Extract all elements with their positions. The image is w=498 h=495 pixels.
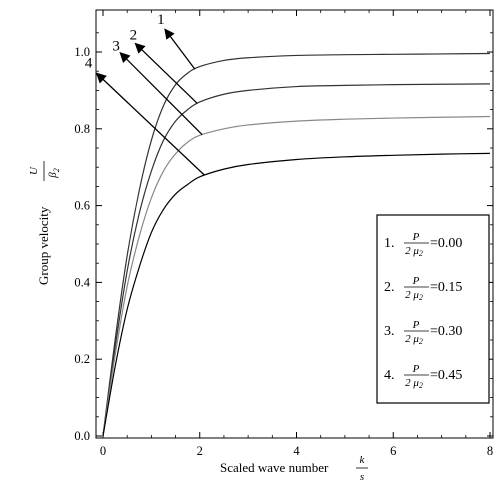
- series-line-2: [102, 83, 491, 437]
- series-line-1: [102, 52, 491, 437]
- legend-frac-den-main: 2 μ: [405, 333, 419, 345]
- y-axis-label: Group velocity U β2: [28, 161, 61, 285]
- series-line-3: [102, 115, 491, 437]
- y-axis-label-frac-den-beta: β: [47, 172, 59, 179]
- x-tick-label: 0: [100, 444, 106, 458]
- legend: 1. P2 μ2=0.002. P2 μ2=0.153. P2 μ2=0.304. P2…: [384, 231, 462, 390]
- legend-entry-number: 2.: [384, 280, 395, 295]
- legend-frac-den: 2 μ2: [405, 377, 423, 390]
- y-tick-label: 0.4: [74, 275, 90, 289]
- legend-frac-den: 2 μ2: [405, 289, 423, 302]
- axis-ticks: [96, 10, 493, 438]
- y-axis-label-frac-den: β2: [47, 168, 61, 178]
- y-axis-label-frac-num: U: [28, 166, 40, 175]
- legend-frac-den-sub: 2: [419, 381, 423, 390]
- legend-box: [376, 214, 490, 404]
- legend-entry-4: 4. P 2 μ2 =0.45: [384, 363, 462, 390]
- legend-frac-den: 2 μ2: [405, 245, 423, 258]
- legend-frac-den-main: 2 μ: [405, 377, 419, 389]
- legend-frac-num: P: [412, 363, 420, 375]
- y-tick-label: 0.2: [74, 352, 90, 366]
- legend-entry-3: 3. P 2 μ2 =0.30: [384, 319, 462, 346]
- legend-frac-den: 2 μ2: [405, 333, 423, 346]
- legend-entry-value: =0.15: [430, 280, 462, 295]
- curve-arrow-1: [164, 28, 196, 70]
- y-tick-label: 0.0: [74, 429, 90, 443]
- x-axis-label-text: Scaled wave number: [220, 460, 329, 475]
- curve-label-4: 4: [85, 55, 93, 71]
- legend-frac-num: P: [412, 319, 420, 331]
- legend-entry-value: =0.30: [430, 324, 462, 339]
- x-tick-label: 8: [487, 444, 493, 458]
- y-tick-label: 1.0: [74, 45, 90, 59]
- x-tick-label: 2: [197, 444, 203, 458]
- legend-entry-number: 3.: [384, 324, 395, 339]
- curve-label-1: 1: [157, 12, 165, 28]
- x-axis-label: Scaled wave number k s: [220, 454, 368, 483]
- curve-arrow-4: [95, 72, 206, 176]
- legend-frac-num: P: [412, 275, 420, 287]
- x-axis-label-frac-den: s: [360, 471, 364, 483]
- legend-entry-number: 4.: [384, 368, 395, 383]
- legend-frac-den-sub: 2: [419, 249, 423, 258]
- legend-entry-2: 2. P 2 μ2 =0.15: [384, 275, 462, 302]
- legend-entry-value: =0.00: [430, 236, 462, 251]
- curve-label-2: 2: [130, 27, 138, 43]
- x-tick-label: 6: [390, 444, 396, 458]
- axis-tick-labels: 0 2 4 6 8 0.0 0.2 0.4 0.6 0.8 1.0: [74, 45, 493, 458]
- series-curves: [102, 52, 491, 437]
- series-line-4: [102, 152, 491, 437]
- legend-frac-den-sub: 2: [419, 337, 423, 346]
- y-axis-label-text: Group velocity: [36, 206, 51, 285]
- plot-frame: [95, 9, 494, 439]
- legend-entry-number: 1.: [384, 236, 395, 251]
- curve-arrow-2: [134, 42, 198, 104]
- x-tick-label: 4: [293, 444, 300, 458]
- y-tick-label: 0.8: [74, 122, 90, 136]
- legend-entry-1: 1. P 2 μ2 =0.00: [384, 231, 462, 258]
- y-tick-label: 0.6: [74, 199, 90, 213]
- legend-frac-num: P: [412, 231, 420, 243]
- curve-label-arrows: 1 23 4: [85, 12, 206, 176]
- legend-frac-den-main: 2 μ: [405, 245, 419, 257]
- legend-frac-den-main: 2 μ: [405, 289, 419, 301]
- curve-arrow-3: [119, 51, 203, 136]
- legend-entry-value: =0.45: [430, 368, 462, 383]
- legend-frac-den-sub: 2: [419, 293, 423, 302]
- x-axis-label-frac-num: k: [360, 454, 366, 466]
- y-axis-label-frac-den-sub: 2: [52, 168, 61, 172]
- curve-label-3: 3: [112, 39, 120, 55]
